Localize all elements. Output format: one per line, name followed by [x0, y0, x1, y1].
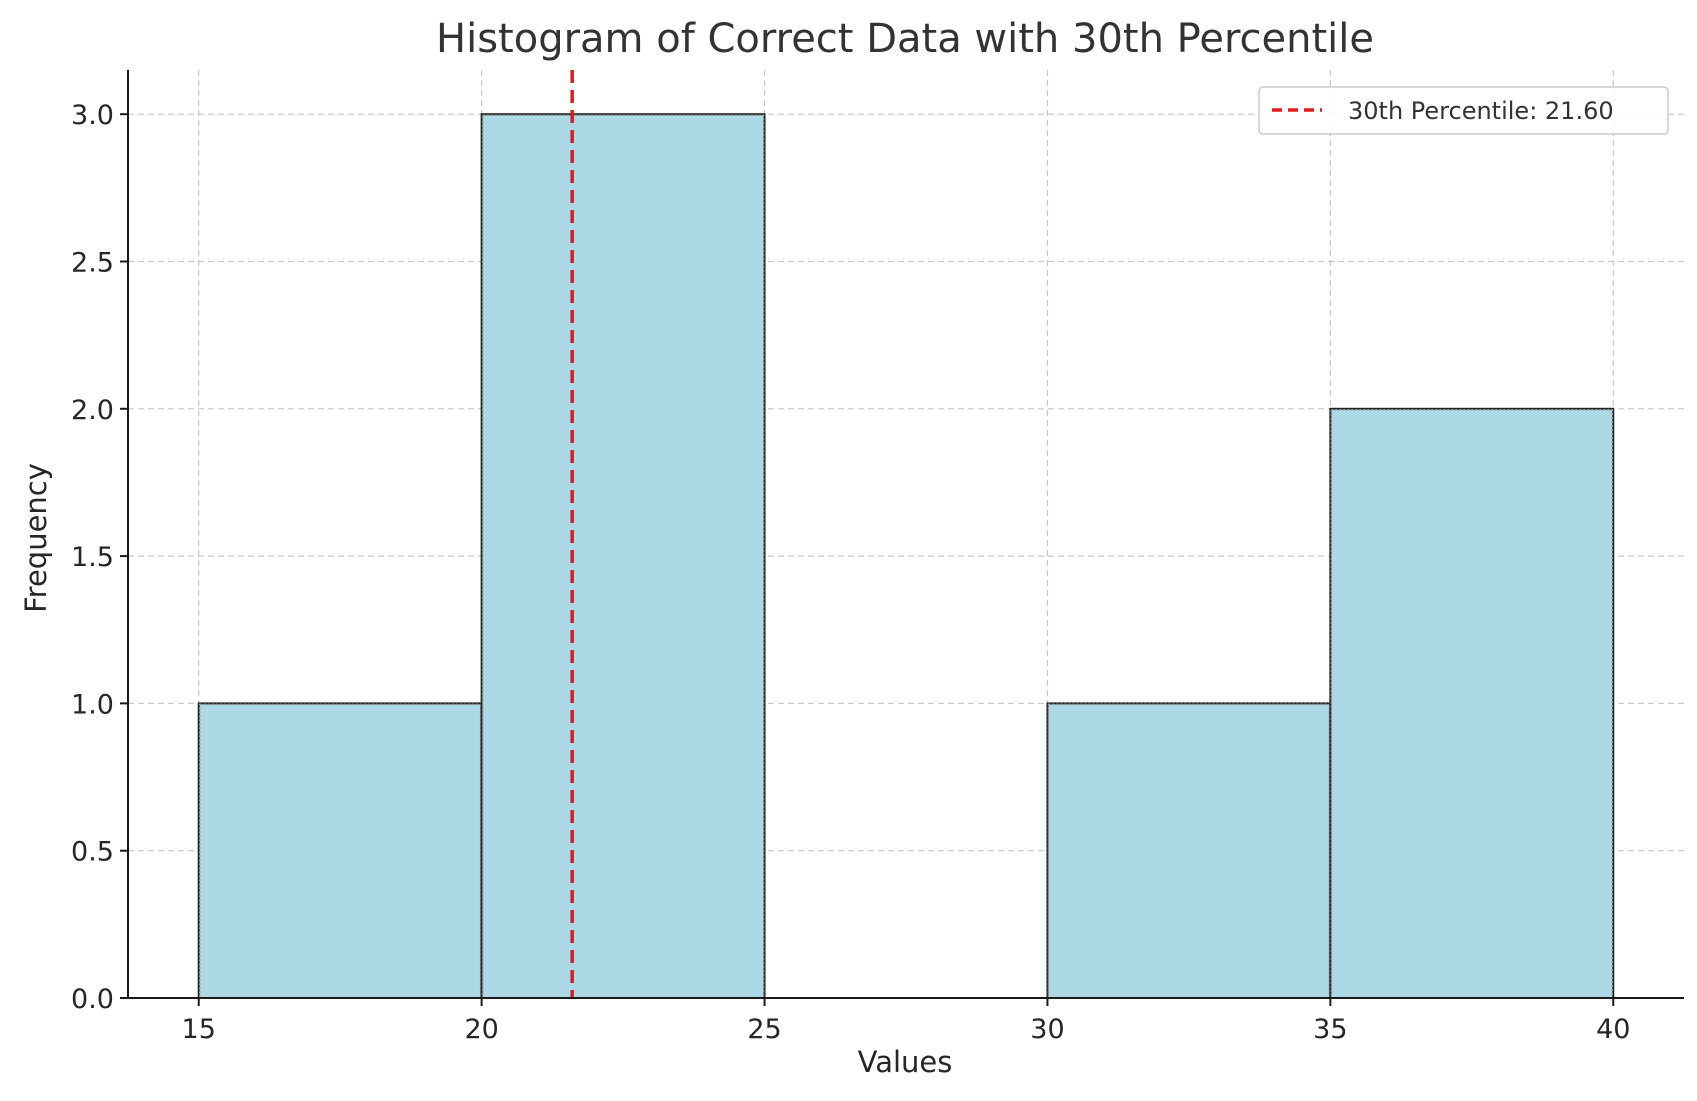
y-tick-label: 3.0: [71, 100, 114, 131]
y-tick-label: 0.5: [71, 837, 114, 868]
x-axis-label: Values: [858, 1045, 953, 1079]
y-tick-label: 0.0: [71, 984, 114, 1015]
x-tick-label: 20: [464, 1014, 498, 1045]
histogram-bar: [1329, 407, 1615, 999]
histogram-bar-edge: [1047, 703, 1331, 999]
histogram-bar-edge: [198, 703, 482, 999]
y-tick-label: 1.0: [71, 689, 114, 720]
histogram-bar: [197, 702, 483, 1000]
x-tick-label: 30: [1030, 1014, 1064, 1045]
legend-frame: [1258, 86, 1669, 135]
histogram-bar: [480, 113, 766, 999]
y-axis-label: Frequency: [19, 463, 53, 613]
legend: 30th Percentile: 21.60: [1258, 86, 1669, 135]
x-tick-label: 35: [1313, 1014, 1347, 1045]
legend-label: 30th Percentile: 21.60: [1348, 97, 1614, 125]
chart-title: Histogram of Correct Data with 30th Perc…: [436, 16, 1374, 62]
histogram-bar: [1046, 702, 1332, 1000]
axes-layer: [127, 70, 1684, 999]
y-tick-label: 2.5: [71, 247, 114, 278]
x-tick-label: 15: [182, 1014, 216, 1045]
x-tick-label: 40: [1596, 1014, 1630, 1045]
bars-layer: [197, 113, 1615, 1000]
ticks-layer: 15 20 25 30 35 40 0.0 0.5 1.0 1.5 2.0 2.5 3.0: [71, 100, 1630, 1045]
y-tick-label: 1.5: [71, 542, 114, 573]
y-tick-label: 2.0: [71, 395, 114, 426]
x-tick-label: 25: [747, 1014, 781, 1045]
